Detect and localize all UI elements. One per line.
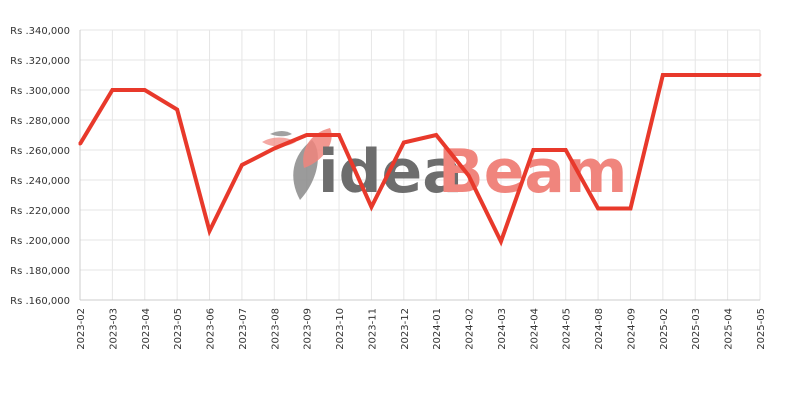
series-layer bbox=[78, 73, 762, 247]
x-tick-label: 2024-04 bbox=[529, 308, 540, 350]
x-tick-label: 2023-03 bbox=[108, 308, 119, 350]
x-tick-label: 2023-09 bbox=[303, 308, 314, 350]
x-tick-label: 2023-12 bbox=[400, 308, 411, 350]
y-tick-label: Rs .160,000 bbox=[10, 296, 70, 307]
x-tick-label: 2023-11 bbox=[367, 308, 378, 350]
data-point bbox=[499, 240, 503, 243]
data-point bbox=[726, 73, 730, 77]
data-point bbox=[78, 142, 82, 146]
x-tick-label: 2024-03 bbox=[497, 308, 508, 350]
x-tick-label: 2025-04 bbox=[724, 308, 735, 350]
x-tick-label: 2025-05 bbox=[756, 308, 767, 350]
x-tick-label: 2024-08 bbox=[594, 308, 605, 350]
data-point bbox=[175, 108, 179, 111]
y-tick-label: Rs .260,000 bbox=[10, 146, 70, 157]
y-tick-label: Rs .320,000 bbox=[10, 56, 70, 67]
x-tick-label: 2024-05 bbox=[562, 308, 573, 350]
x-tick-label: 2024-02 bbox=[465, 308, 476, 350]
data-point bbox=[531, 148, 535, 152]
y-tick-label: Rs .200,000 bbox=[10, 236, 70, 247]
data-point bbox=[661, 73, 665, 77]
y-tick-label: Rs .340,000 bbox=[10, 26, 70, 37]
data-point bbox=[758, 73, 762, 77]
x-tick-label: 2024-09 bbox=[626, 308, 637, 350]
data-point bbox=[272, 147, 276, 150]
data-point bbox=[305, 133, 309, 137]
y-tick-label: Rs .220,000 bbox=[10, 206, 70, 217]
data-point bbox=[240, 163, 244, 167]
data-point bbox=[564, 148, 568, 152]
series-line bbox=[78, 73, 760, 247]
x-tick-label: 2023-07 bbox=[238, 308, 249, 350]
y-axis-tick-labels: Rs .160,000 Rs .180,000 Rs .200,000 Rs .220… bbox=[10, 26, 70, 307]
x-tick-label: 2023-02 bbox=[76, 308, 87, 350]
x-axis-tick-labels: 2023-02 2023-03 2023-04 2023-05 2023-06 2023-… bbox=[76, 308, 767, 350]
data-point bbox=[143, 88, 147, 92]
data-point bbox=[628, 207, 632, 210]
x-tick-label: 2025-03 bbox=[691, 308, 702, 350]
y-tick-label: Rs .280,000 bbox=[10, 116, 70, 127]
ideabeam-watermark: idea Beam bbox=[262, 128, 627, 207]
axes bbox=[79, 30, 760, 301]
x-tick-label: 2023-10 bbox=[335, 308, 346, 350]
feather-logo-icon bbox=[262, 128, 332, 200]
data-point bbox=[402, 141, 406, 144]
data-point bbox=[208, 229, 212, 233]
y-tick-label: Rs .240,000 bbox=[10, 176, 70, 187]
x-tick-label: 2025-02 bbox=[659, 308, 670, 350]
data-point bbox=[693, 73, 697, 77]
data-point bbox=[110, 88, 114, 92]
x-tick-label: 2023-05 bbox=[173, 308, 184, 350]
x-tick-label: 2023-08 bbox=[270, 308, 281, 350]
data-point bbox=[596, 207, 600, 210]
data-point bbox=[467, 174, 471, 177]
x-tick-label: 2023-04 bbox=[141, 308, 152, 350]
y-tick-label: Rs .300,000 bbox=[10, 86, 70, 97]
data-point bbox=[369, 205, 373, 209]
y-tick-label: Rs .180,000 bbox=[10, 266, 70, 277]
data-point bbox=[434, 133, 438, 137]
data-point bbox=[337, 133, 341, 137]
x-tick-label: 2024-01 bbox=[432, 308, 443, 350]
x-tick-label: 2023-06 bbox=[206, 308, 217, 350]
